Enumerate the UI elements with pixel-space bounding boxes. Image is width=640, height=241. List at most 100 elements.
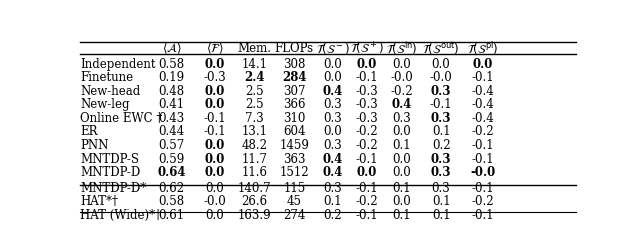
Text: 274: 274 <box>283 209 305 222</box>
Text: 0.0: 0.0 <box>324 58 342 71</box>
Text: 0.0: 0.0 <box>205 209 224 222</box>
Text: -0.1: -0.1 <box>355 71 378 84</box>
Text: 0.1: 0.1 <box>324 195 342 208</box>
Text: 0.1: 0.1 <box>432 195 451 208</box>
Text: ER: ER <box>80 125 97 138</box>
Text: 26.6: 26.6 <box>241 195 268 208</box>
Text: 13.1: 13.1 <box>241 125 268 138</box>
Text: 0.1: 0.1 <box>392 209 411 222</box>
Text: 0.3: 0.3 <box>432 182 451 195</box>
Text: 284: 284 <box>282 71 307 84</box>
Text: Mem.: Mem. <box>237 42 271 55</box>
Text: 604: 604 <box>283 125 305 138</box>
Text: -0.2: -0.2 <box>472 125 494 138</box>
Text: 0.58: 0.58 <box>159 195 185 208</box>
Text: 0.3: 0.3 <box>431 166 451 179</box>
Text: -0.2: -0.2 <box>472 195 494 208</box>
Text: 0.1: 0.1 <box>432 209 451 222</box>
Text: -0.1: -0.1 <box>472 182 494 195</box>
Text: 0.3: 0.3 <box>392 112 411 125</box>
Text: -0.1: -0.1 <box>472 153 494 166</box>
Text: 0.0: 0.0 <box>205 182 224 195</box>
Text: -0.3: -0.3 <box>355 85 378 98</box>
Text: 308: 308 <box>283 58 305 71</box>
Text: 0.0: 0.0 <box>356 166 377 179</box>
Text: 14.1: 14.1 <box>241 58 268 71</box>
Text: HAT (Wide)*†: HAT (Wide)*† <box>80 209 161 222</box>
Text: -0.4: -0.4 <box>472 98 494 111</box>
Text: -0.2: -0.2 <box>390 85 413 98</box>
Text: 0.57: 0.57 <box>159 139 185 152</box>
Text: 0.0: 0.0 <box>205 153 225 166</box>
Text: -0.1: -0.1 <box>355 209 378 222</box>
Text: 0.0: 0.0 <box>392 125 411 138</box>
Text: 1512: 1512 <box>280 166 309 179</box>
Text: -0.1: -0.1 <box>472 139 494 152</box>
Text: 45: 45 <box>287 195 302 208</box>
Text: 0.3: 0.3 <box>431 112 451 125</box>
Text: 0.3: 0.3 <box>324 182 342 195</box>
Text: -0.3: -0.3 <box>355 98 378 111</box>
Text: MNTDP-D: MNTDP-D <box>80 166 140 179</box>
Text: 0.0: 0.0 <box>392 58 411 71</box>
Text: -0.1: -0.1 <box>430 98 452 111</box>
Text: New-leg: New-leg <box>80 98 129 111</box>
Text: 0.0: 0.0 <box>356 58 377 71</box>
Text: -0.2: -0.2 <box>355 125 378 138</box>
Text: 7.3: 7.3 <box>245 112 264 125</box>
Text: 163.9: 163.9 <box>238 209 271 222</box>
Text: 0.3: 0.3 <box>324 98 342 111</box>
Text: 0.3: 0.3 <box>324 112 342 125</box>
Text: Independent: Independent <box>80 58 156 71</box>
Text: Online EWC †: Online EWC † <box>80 112 163 125</box>
Text: 11.7: 11.7 <box>241 153 268 166</box>
Text: 0.0: 0.0 <box>392 195 411 208</box>
Text: PNN: PNN <box>80 139 108 152</box>
Text: 0.0: 0.0 <box>324 125 342 138</box>
Text: 0.3: 0.3 <box>431 153 451 166</box>
Text: $\langle \mathcal{A} \rangle$: $\langle \mathcal{A} \rangle$ <box>162 41 182 56</box>
Text: -0.2: -0.2 <box>355 195 378 208</box>
Text: 0.58: 0.58 <box>159 58 185 71</box>
Text: New-head: New-head <box>80 85 140 98</box>
Text: -0.1: -0.1 <box>472 71 494 84</box>
Text: 0.62: 0.62 <box>159 182 185 195</box>
Text: 0.0: 0.0 <box>205 85 225 98</box>
Text: -0.1: -0.1 <box>204 125 226 138</box>
Text: 0.0: 0.0 <box>324 71 342 84</box>
Text: $\mathcal{T}(\mathcal{S}^{\mathrm{in}})$: $\mathcal{T}(\mathcal{S}^{\mathrm{in}})$ <box>386 40 417 57</box>
Text: HAT*†: HAT*† <box>80 195 118 208</box>
Text: -0.0: -0.0 <box>204 195 227 208</box>
Text: 0.2: 0.2 <box>432 139 451 152</box>
Text: 0.0: 0.0 <box>392 166 411 179</box>
Text: -0.1: -0.1 <box>355 182 378 195</box>
Text: -0.3: -0.3 <box>204 71 227 84</box>
Text: 366: 366 <box>283 98 305 111</box>
Text: 2.4: 2.4 <box>244 71 265 84</box>
Text: 0.0: 0.0 <box>205 58 225 71</box>
Text: 0.3: 0.3 <box>324 139 342 152</box>
Text: 0.61: 0.61 <box>159 209 185 222</box>
Text: 11.6: 11.6 <box>241 166 268 179</box>
Text: -0.0: -0.0 <box>390 71 413 84</box>
Text: -0.3: -0.3 <box>355 112 378 125</box>
Text: 0.4: 0.4 <box>323 85 343 98</box>
Text: -0.0: -0.0 <box>429 71 452 84</box>
Text: 0.3: 0.3 <box>431 85 451 98</box>
Text: 0.48: 0.48 <box>159 85 185 98</box>
Text: MNTDP-D*: MNTDP-D* <box>80 182 147 195</box>
Text: 140.7: 140.7 <box>238 182 271 195</box>
Text: 0.4: 0.4 <box>391 98 412 111</box>
Text: 363: 363 <box>283 153 305 166</box>
Text: 0.0: 0.0 <box>205 98 225 111</box>
Text: 0.0: 0.0 <box>205 139 225 152</box>
Text: 0.2: 0.2 <box>324 209 342 222</box>
Text: $\mathcal{T}(\mathcal{S}^+)$: $\mathcal{T}(\mathcal{S}^+)$ <box>349 40 384 57</box>
Text: 310: 310 <box>283 112 305 125</box>
Text: 0.0: 0.0 <box>205 166 225 179</box>
Text: 1459: 1459 <box>279 139 309 152</box>
Text: 0.0: 0.0 <box>432 58 451 71</box>
Text: 0.1: 0.1 <box>432 125 451 138</box>
Text: 0.43: 0.43 <box>159 112 185 125</box>
Text: -0.1: -0.1 <box>355 153 378 166</box>
